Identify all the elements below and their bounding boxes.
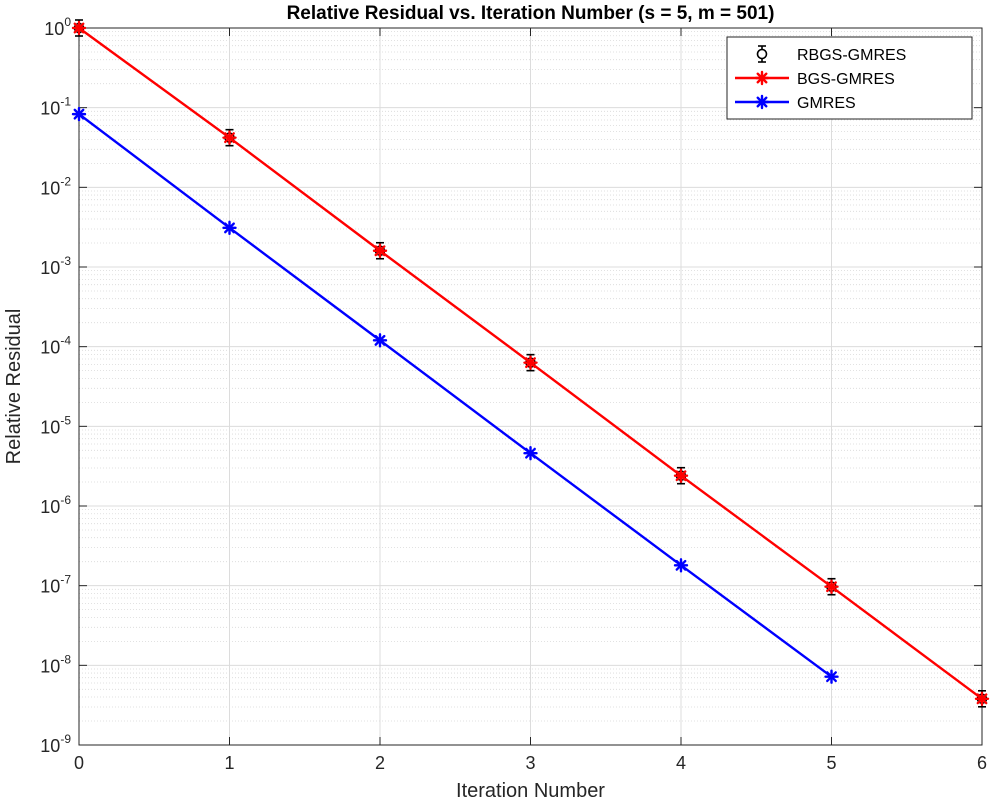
y-tick-label: 10-9	[40, 732, 71, 756]
data-point	[523, 446, 538, 461]
data-point	[372, 333, 388, 348]
y-axis-label: Relative Residual	[3, 309, 25, 465]
y-tick-label: 10-3	[40, 254, 71, 278]
legend-label: RBGS-GMRES	[797, 47, 906, 64]
data-point	[372, 243, 388, 258]
legend: RBGS-GMRES BGS-GMRES GMRES	[726, 36, 973, 120]
y-axis: 100 10-1 10-2 10-3 10-4 10-5 10-6 10-7 10-8 10-9	[40, 15, 982, 756]
y-tick-label: 10-7	[40, 573, 71, 597]
x-tick-label: 2	[375, 753, 385, 773]
y-tick-label: 10-1	[40, 95, 71, 119]
data-point	[222, 220, 237, 236]
data-point	[71, 20, 87, 36]
legend-label: GMRES	[797, 95, 856, 112]
y-tick-label: 10-5	[40, 413, 71, 437]
x-tick-label: 3	[525, 753, 535, 773]
data-point	[974, 691, 990, 707]
series-bgs-gmres	[71, 20, 990, 707]
data-point	[222, 130, 237, 145]
legend-marker	[754, 70, 770, 86]
data-point	[673, 558, 689, 573]
series-layer	[71, 19, 990, 708]
legend-marker	[756, 45, 768, 63]
data-point	[673, 468, 689, 483]
y-tick-label: 10-4	[40, 334, 71, 358]
data-point	[824, 579, 839, 594]
legend-marker	[754, 94, 770, 110]
legend-entry: BGS-GMRES	[735, 70, 895, 88]
y-tick-label: 10-2	[40, 174, 71, 198]
legend-label: BGS-GMRES	[797, 71, 895, 88]
data-point	[523, 355, 538, 370]
series-line	[78, 113, 833, 678]
x-tick-label: 4	[676, 753, 686, 773]
chart-title: Relative Residual vs. Iteration Number (…	[287, 3, 775, 24]
x-axis-label: Iteration Number	[456, 780, 605, 801]
data-point	[71, 106, 87, 122]
y-tick-label: 100	[44, 15, 71, 39]
y-tick-label: 10-6	[40, 493, 71, 517]
y-tick-label: 10-8	[40, 652, 71, 676]
data-point	[824, 669, 839, 684]
x-tick-label: 1	[224, 753, 234, 773]
legend-entry: GMRES	[735, 94, 856, 112]
x-tick-label: 5	[826, 753, 836, 773]
x-tick-label: 6	[977, 753, 987, 773]
series-gmres	[71, 106, 839, 684]
legend-entry: RBGS-GMRES	[756, 45, 906, 64]
x-tick-label: 0	[74, 753, 84, 773]
